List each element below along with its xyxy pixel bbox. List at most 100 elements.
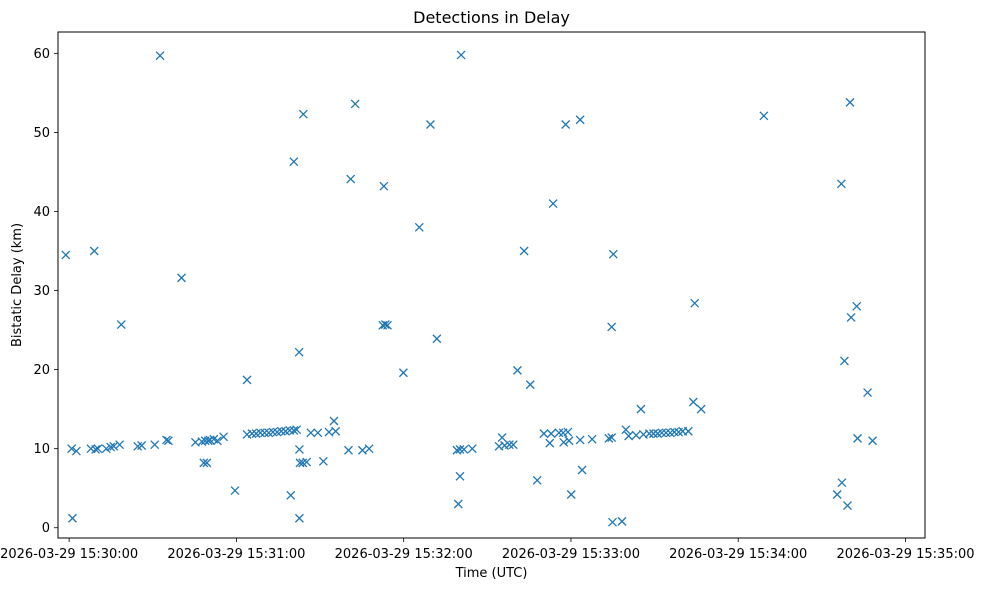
y-tick-label: 60 xyxy=(33,47,50,62)
data-point-marker xyxy=(177,273,186,283)
data-point-marker xyxy=(863,388,873,397)
data-point-marker xyxy=(563,427,573,437)
data-point-marker xyxy=(380,320,390,329)
data-point-marker xyxy=(577,465,587,475)
data-point-marker xyxy=(247,429,257,439)
data-point-marker xyxy=(617,516,627,526)
data-point-marker xyxy=(688,397,698,407)
data-point-marker xyxy=(414,222,424,232)
data-point-marker xyxy=(161,435,171,445)
data-point-marker xyxy=(836,179,846,189)
data-point-marker xyxy=(276,426,286,436)
data-point-marker xyxy=(649,429,658,439)
data-point-marker xyxy=(759,111,769,121)
data-point-marker xyxy=(657,428,667,438)
data-point-marker xyxy=(346,174,356,184)
y-tick-label: 30 xyxy=(33,284,50,299)
data-point-marker xyxy=(545,438,555,448)
x-tick-label: 2026-03-29 15:31:00 xyxy=(167,547,305,562)
data-point-marker xyxy=(467,444,477,454)
data-point-marker xyxy=(306,428,316,438)
data-point-marker xyxy=(294,513,304,523)
data-point-marker xyxy=(155,51,165,61)
y-axis: 0 10 20 30 40 50 60 xyxy=(33,47,58,536)
data-point-marker xyxy=(91,444,101,454)
y-tick-label: 0 xyxy=(42,521,50,536)
data-point-marker xyxy=(843,501,852,511)
data-point-marker xyxy=(566,490,576,499)
data-point-marker xyxy=(853,433,862,443)
data-point-marker xyxy=(456,50,466,60)
data-point-marker xyxy=(89,246,99,256)
data-points xyxy=(61,50,878,527)
data-point-marker xyxy=(512,365,522,375)
data-point-marker xyxy=(219,432,229,442)
data-point-marker xyxy=(302,457,312,467)
y-axis-label: Bistatic Delay (km) xyxy=(10,223,25,347)
data-point-marker xyxy=(163,436,173,446)
data-point-marker xyxy=(313,428,323,438)
data-point-marker xyxy=(497,433,507,443)
data-point-marker xyxy=(199,458,209,468)
data-point-marker xyxy=(696,404,706,414)
data-point-marker xyxy=(519,246,529,256)
data-point-marker xyxy=(292,425,302,435)
data-point-marker xyxy=(357,445,367,455)
data-point-marker xyxy=(636,404,646,414)
data-point-marker xyxy=(832,490,842,499)
data-point-marker xyxy=(67,444,77,454)
y-tick-label: 20 xyxy=(33,363,50,378)
data-point-marker xyxy=(268,427,278,437)
data-point-marker xyxy=(607,322,617,332)
data-point-marker xyxy=(286,490,296,500)
data-point-marker xyxy=(242,375,252,385)
data-point-marker xyxy=(329,416,339,426)
data-point-marker xyxy=(845,97,855,107)
x-tick-label: 2026-03-29 15:34:00 xyxy=(669,547,807,562)
data-point-marker xyxy=(455,471,465,481)
data-point-marker xyxy=(554,428,564,438)
data-point-marker xyxy=(561,120,571,129)
data-point-marker xyxy=(289,426,299,435)
x-tick-label: 2026-03-29 15:35:00 xyxy=(836,547,974,562)
data-point-marker xyxy=(398,368,408,378)
data-point-marker xyxy=(68,513,77,523)
data-point-marker xyxy=(508,440,518,450)
data-point-marker xyxy=(255,428,265,438)
data-point-marker xyxy=(839,356,849,366)
data-point-marker xyxy=(587,434,597,444)
data-point-marker xyxy=(621,425,631,435)
data-point-marker xyxy=(432,334,442,344)
data-point-marker xyxy=(71,446,81,456)
data-point-marker xyxy=(455,444,465,454)
data-point-marker xyxy=(690,298,700,308)
data-point-marker xyxy=(852,301,862,311)
y-tick-label: 40 xyxy=(33,205,50,220)
data-point-marker xyxy=(137,441,147,450)
data-point-marker xyxy=(624,431,634,441)
data-point-marker xyxy=(289,157,299,167)
data-point-marker xyxy=(559,437,569,447)
data-point-marker xyxy=(837,478,847,488)
data-point-marker xyxy=(604,433,614,443)
data-point-marker xyxy=(61,250,71,260)
data-point-marker xyxy=(564,436,574,446)
data-point-marker xyxy=(109,441,119,451)
data-point-marker xyxy=(539,429,549,439)
data-point-marker xyxy=(631,430,641,440)
data-point-marker xyxy=(669,427,679,437)
x-tick-label: 2026-03-29 15:33:00 xyxy=(502,547,640,562)
data-point-marker xyxy=(459,444,469,454)
data-point-marker xyxy=(548,199,558,209)
chart-title: Detections in Delay xyxy=(413,8,570,27)
x-tick-label: 2026-03-29 15:32:00 xyxy=(335,547,473,562)
data-point-marker xyxy=(575,115,585,125)
x-axis-label: Time (UTC) xyxy=(455,566,528,581)
data-point-marker xyxy=(504,440,514,450)
data-point-marker xyxy=(607,433,617,443)
data-point-marker xyxy=(150,440,160,450)
data-point-marker xyxy=(318,456,328,466)
data-point-marker xyxy=(93,444,103,454)
